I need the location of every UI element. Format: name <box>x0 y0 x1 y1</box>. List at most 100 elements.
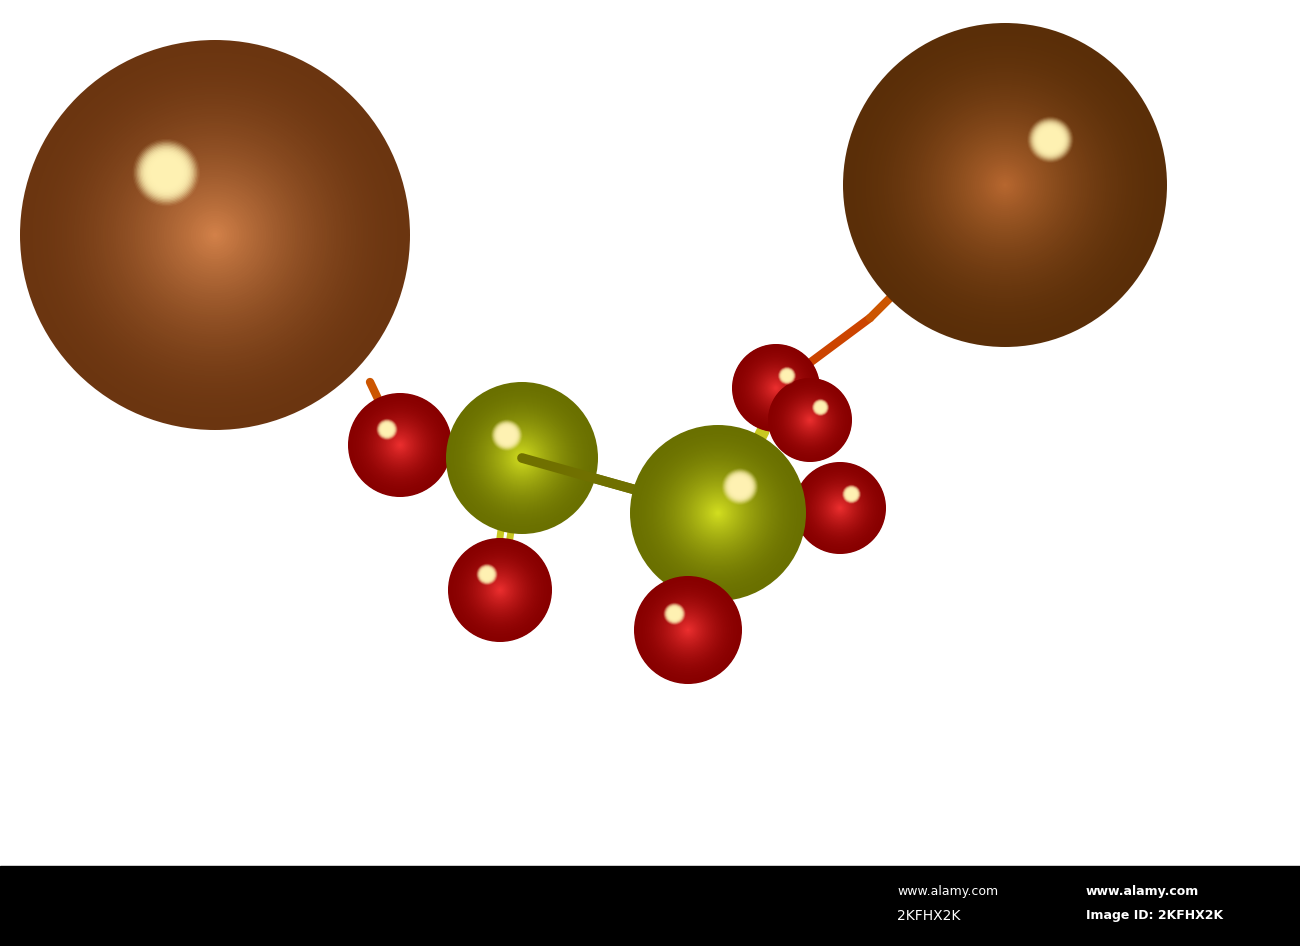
Circle shape <box>188 208 242 262</box>
Circle shape <box>504 440 540 476</box>
Circle shape <box>794 463 885 553</box>
Circle shape <box>370 415 429 474</box>
Circle shape <box>676 471 759 554</box>
Circle shape <box>495 431 549 484</box>
Circle shape <box>134 140 199 205</box>
Circle shape <box>380 425 420 465</box>
Circle shape <box>472 562 528 618</box>
Circle shape <box>725 472 755 501</box>
Circle shape <box>780 368 794 383</box>
Circle shape <box>365 410 436 481</box>
Circle shape <box>888 67 1122 303</box>
Circle shape <box>156 177 273 293</box>
Circle shape <box>504 432 510 438</box>
Circle shape <box>670 608 680 619</box>
Circle shape <box>77 96 354 374</box>
Circle shape <box>810 478 871 538</box>
Circle shape <box>770 382 783 394</box>
Circle shape <box>976 157 1034 214</box>
Circle shape <box>480 567 494 582</box>
Circle shape <box>503 431 511 439</box>
Circle shape <box>666 607 710 653</box>
Circle shape <box>454 390 590 526</box>
Circle shape <box>805 414 815 426</box>
Circle shape <box>733 480 748 494</box>
Circle shape <box>849 492 854 497</box>
Circle shape <box>394 439 407 451</box>
Circle shape <box>754 365 798 411</box>
Circle shape <box>647 589 728 671</box>
Circle shape <box>783 394 837 447</box>
Circle shape <box>469 406 575 510</box>
Circle shape <box>716 512 719 514</box>
Circle shape <box>770 379 852 461</box>
Circle shape <box>468 558 532 622</box>
Circle shape <box>133 139 200 206</box>
Circle shape <box>798 408 822 432</box>
Circle shape <box>486 573 488 575</box>
Circle shape <box>348 394 451 497</box>
Circle shape <box>161 167 172 178</box>
Circle shape <box>785 374 789 378</box>
Circle shape <box>49 69 381 401</box>
Circle shape <box>818 405 823 411</box>
Circle shape <box>642 585 733 675</box>
Circle shape <box>682 624 693 636</box>
Circle shape <box>494 429 550 486</box>
Circle shape <box>772 382 848 458</box>
Circle shape <box>783 372 790 379</box>
Circle shape <box>451 540 550 639</box>
Circle shape <box>360 405 441 485</box>
Circle shape <box>818 405 823 410</box>
Circle shape <box>845 487 858 501</box>
Circle shape <box>637 579 738 680</box>
Circle shape <box>484 420 560 496</box>
Circle shape <box>488 424 556 492</box>
Circle shape <box>667 606 682 622</box>
Circle shape <box>838 507 841 509</box>
Circle shape <box>829 497 852 519</box>
Circle shape <box>672 614 705 646</box>
Circle shape <box>784 373 790 378</box>
Circle shape <box>183 203 247 267</box>
Circle shape <box>758 370 794 406</box>
Circle shape <box>820 488 859 528</box>
Circle shape <box>376 421 424 469</box>
Circle shape <box>790 400 829 440</box>
Circle shape <box>987 166 1023 203</box>
Circle shape <box>926 106 1084 264</box>
Circle shape <box>805 414 816 426</box>
Circle shape <box>738 351 814 426</box>
Circle shape <box>352 397 448 493</box>
Circle shape <box>836 504 844 512</box>
Circle shape <box>712 507 724 518</box>
Circle shape <box>668 610 709 650</box>
Circle shape <box>489 425 555 491</box>
Circle shape <box>983 163 1027 207</box>
Circle shape <box>1046 136 1054 144</box>
Circle shape <box>780 369 793 382</box>
Circle shape <box>694 489 742 537</box>
Circle shape <box>768 379 784 396</box>
Circle shape <box>853 33 1157 337</box>
Circle shape <box>515 450 529 465</box>
Circle shape <box>1004 183 1008 187</box>
Circle shape <box>493 420 521 450</box>
Circle shape <box>360 405 439 484</box>
Circle shape <box>350 394 450 495</box>
Circle shape <box>722 468 759 505</box>
Circle shape <box>744 356 807 420</box>
Circle shape <box>736 347 816 429</box>
Circle shape <box>805 473 875 543</box>
Circle shape <box>867 47 1143 323</box>
Circle shape <box>993 173 1017 197</box>
Circle shape <box>760 373 792 403</box>
Circle shape <box>632 428 803 599</box>
Circle shape <box>1049 139 1052 141</box>
Circle shape <box>968 149 1041 221</box>
Circle shape <box>467 557 533 623</box>
Circle shape <box>809 418 811 422</box>
Circle shape <box>667 462 770 565</box>
Circle shape <box>845 488 858 500</box>
Circle shape <box>151 157 182 188</box>
